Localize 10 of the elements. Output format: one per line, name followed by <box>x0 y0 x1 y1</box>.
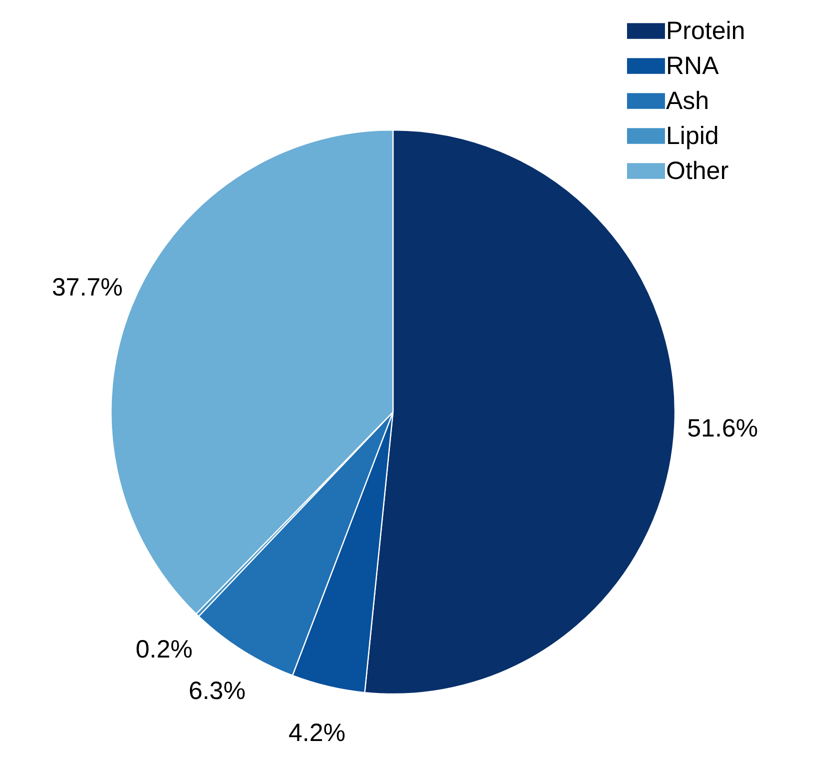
legend-label: Ash <box>666 87 710 115</box>
data-label: 4.2% <box>288 719 346 748</box>
data-label: 0.2% <box>136 636 193 664</box>
legend-label: Protein <box>666 17 746 45</box>
legend-label: Lipid <box>666 122 719 150</box>
data-label: 37.7% <box>52 274 123 302</box>
data-label: 6.3% <box>188 677 246 706</box>
data-label: 51.6% <box>687 414 758 443</box>
legend-label: RNA <box>666 52 720 80</box>
legend-label: Other <box>666 157 729 185</box>
